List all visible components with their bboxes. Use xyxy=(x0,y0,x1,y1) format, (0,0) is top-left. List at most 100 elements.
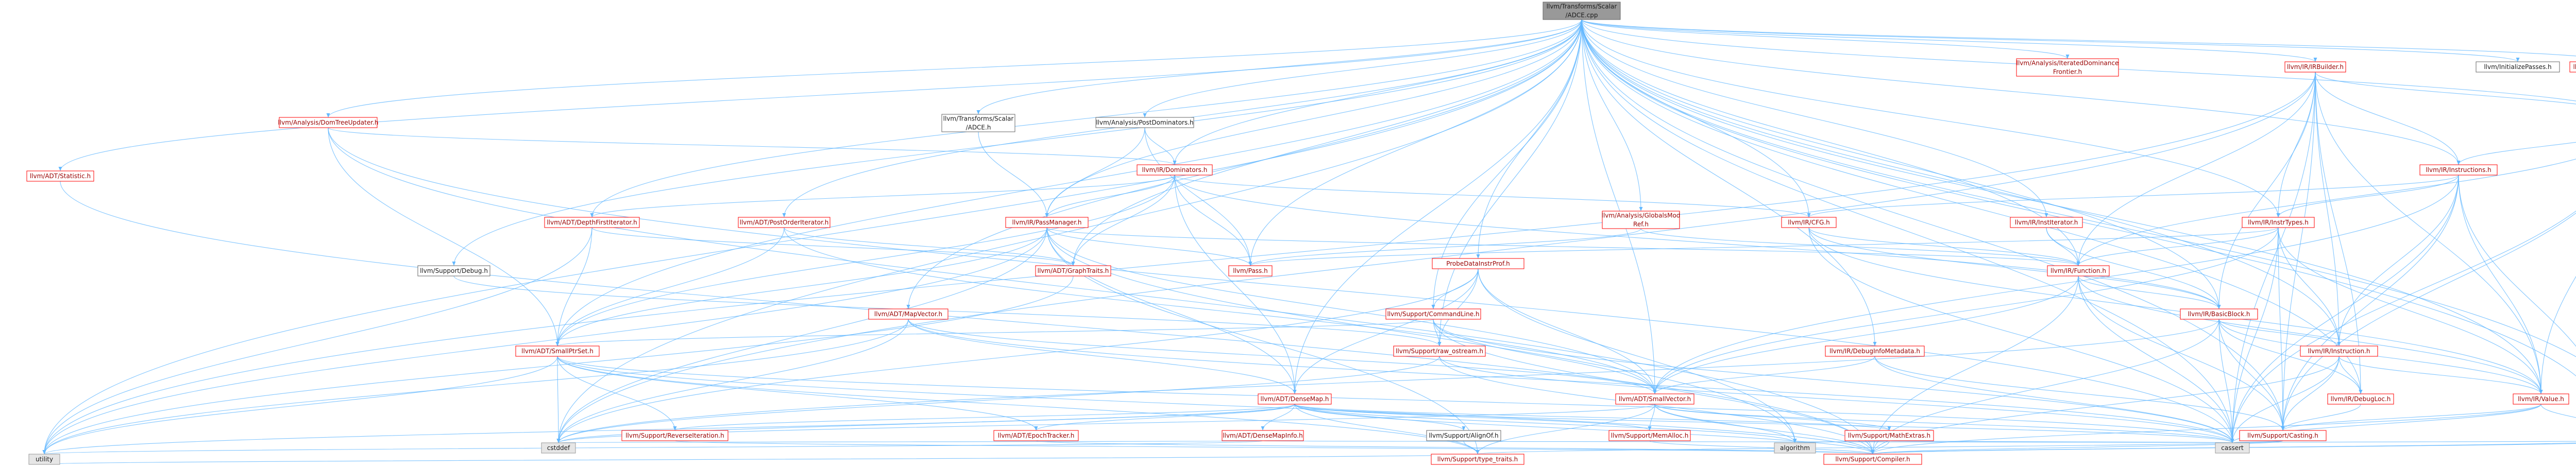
node-pass[interactable]: llvm/Pass.h xyxy=(1228,265,1273,276)
node-post-order-iterator[interactable]: llvm/ADT/PostOrderIterator.h xyxy=(738,217,831,228)
node-transforms-scalar-adce-h[interactable]: llvm/Transforms/Scalar/ADCE.h xyxy=(941,114,1015,132)
edge-epoch_tracker-to-support_compiler xyxy=(1036,440,1873,455)
node-basic-block[interactable]: llvm/IR/BasicBlock.h xyxy=(2180,308,2258,320)
node-math-extras[interactable]: llvm/Support/MathExtras.h xyxy=(1844,430,1934,441)
edge-support_casting-to-support_compiler xyxy=(1872,440,2283,455)
edge-arrowhead xyxy=(58,167,62,171)
node-label: llvm/Support/MemAlloc.h xyxy=(1611,432,1689,439)
node-dense-map-info[interactable]: llvm/ADT/DenseMapInfo.h xyxy=(1222,430,1304,441)
node-support-debug[interactable]: llvm/Support/Debug.h xyxy=(417,265,490,276)
node-dom-tree-updater[interactable]: llvm/Analysis/DomTreeUpdater.h xyxy=(278,117,379,128)
edge-arrowhead xyxy=(906,305,910,309)
node-dense-map[interactable]: llvm/ADT/DenseMap.h xyxy=(1258,393,1332,405)
node-dominators[interactable]: llvm/IR/Dominators.h xyxy=(1137,164,1213,176)
node-probe-data[interactable]: ProbeDataInstrProf.h xyxy=(1432,258,1524,269)
node-algorithm[interactable]: algorithm xyxy=(1774,442,1816,454)
node-statistic[interactable]: llvm/ADT/Statistic.h xyxy=(26,170,94,182)
edge-root-to-pass_manager xyxy=(1046,19,1582,218)
node-ir-function[interactable]: llvm/IR/Function.h xyxy=(2047,265,2110,276)
node-cstddef[interactable]: cstddef xyxy=(541,442,576,454)
edge-math_extras-to-cassert xyxy=(1889,440,2233,443)
node-ir-builder[interactable]: llvm/IR/IRBuilder.h xyxy=(2284,61,2346,73)
node-label: llvm/ADT/DenseMapInfo.h xyxy=(1223,432,1302,439)
node-initialize-passes[interactable]: llvm/InitializePasses.h xyxy=(2476,61,2560,73)
edge-dense_map-to-align_of xyxy=(1294,404,1464,431)
edge-arrowhead xyxy=(2230,439,2234,443)
node-globals-mod-ref[interactable]: llvm/Analysis/GlobalsMod Ref.h xyxy=(1602,211,1681,229)
edge-root-to-ir_value xyxy=(1581,19,2541,394)
edge-pass_manager-to-dense_map xyxy=(1046,227,1295,394)
node-iterated-dominance[interactable]: llvm/Analysis/IteratedDominanceFrontier.… xyxy=(2016,58,2119,77)
node-small-ptr-set[interactable]: llvm/ADT/SmallPtrSet.h xyxy=(515,345,600,357)
node-label: llvm/Support/MathExtras.h xyxy=(1848,432,1930,439)
graph-nodes: llvm/Transforms/Scalar/ADCE.cpp llvm/Anal… xyxy=(26,2,2576,465)
node-label: llvm/ADT/SmallVector.h xyxy=(1619,395,1691,403)
node-align-of[interactable]: llvm/Support/AlignOf.h xyxy=(1426,430,1501,441)
node-map-vector[interactable]: llvm/ADT/MapVector.h xyxy=(868,308,948,320)
node-ir-instruction[interactable]: llvm/IR/Instruction.h xyxy=(2300,345,2378,357)
edge-root-to-transforms_scalar_h xyxy=(1581,19,2576,57)
node-small-vector[interactable]: llvm/ADT/SmallVector.h xyxy=(1615,393,1694,405)
node-box xyxy=(1222,430,1304,441)
edge-dominators-to-basic_block xyxy=(1174,175,2219,309)
node-transforms-scalar-h[interactable]: llvm/Transforms/Scalar.h xyxy=(2569,61,2576,73)
node-ir-value[interactable]: llvm/IR/Value.h xyxy=(2513,393,2569,405)
edge-arrowhead xyxy=(2217,305,2221,309)
node-box xyxy=(1615,393,1694,405)
node-mem-alloc[interactable]: llvm/Support/MemAlloc.h xyxy=(1608,430,1691,441)
node-reverse-iteration[interactable]: llvm/Support/ReverseIteration.h xyxy=(621,430,728,441)
node-root[interactable]: llvm/Transforms/Scalar/ADCE.cpp xyxy=(1543,2,1621,20)
node-pass-manager[interactable]: llvm/IR/PassManager.h xyxy=(1005,217,1089,228)
edge-ir_builder-to-instructions xyxy=(2315,72,2459,165)
node-command-line[interactable]: llvm/Support/CommandLine.h xyxy=(1385,308,1481,320)
node-label: llvm/ADT/DepthFirstIterator.h xyxy=(547,219,637,226)
node-type-traits[interactable]: llvm/Support/type_traits.h xyxy=(1431,454,1524,465)
node-depth-first-iterator[interactable]: llvm/ADT/DepthFirstIterator.h xyxy=(544,217,640,228)
node-inst-iterator[interactable]: llvm/IR/InstIterator.h xyxy=(2010,217,2083,228)
node-label: llvm/ADT/MapVector.h xyxy=(874,310,942,318)
edge-small_vector-to-algorithm xyxy=(1654,404,1795,443)
edge-ir_instruction-to-support_casting xyxy=(2282,356,2340,431)
edge-root-to-pass xyxy=(1250,19,1582,266)
edge-dom_tree_updater-to-dominators xyxy=(328,127,1175,165)
edge-debug_loc-to-support_casting xyxy=(2282,404,2361,431)
edge-root-to-inst_iterator xyxy=(1581,19,2047,218)
node-box xyxy=(2569,61,2576,73)
edge-arrowhead xyxy=(590,213,594,217)
node-instructions[interactable]: llvm/IR/Instructions.h xyxy=(2419,164,2498,176)
edge-arrowhead xyxy=(2456,161,2461,165)
node-utility[interactable]: utility xyxy=(28,454,60,465)
edge-inst_iterator-to-basic_block xyxy=(2046,227,2219,309)
edge-small_ptr_set-to-reverse_iteration xyxy=(557,356,675,431)
node-inst-types[interactable]: llvm/IR/InstrTypes.h xyxy=(2242,217,2315,228)
edge-dom_tree_updater-to-cassert xyxy=(328,127,2233,443)
edge-graph_traits-to-utility xyxy=(44,275,1074,455)
node-support-compiler[interactable]: llvm/Support/Compiler.h xyxy=(1823,454,1922,465)
edge-root-to-statistic xyxy=(60,19,1582,171)
node-epoch-tracker[interactable]: llvm/ADT/EpochTracker.h xyxy=(993,430,1079,441)
edge-pass_manager-to-small_vector xyxy=(1046,227,1655,394)
edge-root-to-initialize_passes xyxy=(1581,19,2518,62)
edge-root-to-transforms_scalar_adce_h xyxy=(978,19,1582,115)
edge-instructions-to-ir_cfg xyxy=(1808,175,2459,218)
edge-arrowhead xyxy=(2076,262,2080,266)
node-debug-info-metadata[interactable]: llvm/IR/DebugInfoMetadata.h xyxy=(1825,345,1925,357)
node-cassert[interactable]: cassert xyxy=(2215,442,2250,454)
edge-arrowhead xyxy=(976,110,980,114)
edge-arrowhead xyxy=(2065,55,2070,59)
edge-arrowhead xyxy=(42,450,46,454)
edge-arrowhead xyxy=(1034,426,1038,430)
edge-basic_block-to-ir_instruction xyxy=(2218,319,2340,347)
edge-arrowhead xyxy=(1476,450,1480,454)
node-box xyxy=(1774,442,1816,454)
node-graph-traits[interactable]: llvm/ADT/GraphTraits.h xyxy=(1035,265,1111,276)
node-raw-ostream[interactable]: llvm/Support/raw_ostream.h xyxy=(1393,345,1486,357)
edge-dense_map-to-cassert xyxy=(1294,404,2233,443)
edge-small_vector-to-support_compiler xyxy=(1654,404,1873,455)
node-ir-cfg[interactable]: llvm/IR/CFG.h xyxy=(1781,217,1837,228)
node-box xyxy=(28,454,60,465)
node-post-dominators[interactable]: llvm/Analysis/PostDominators.h xyxy=(1095,117,1194,128)
node-debug-loc[interactable]: llvm/IR/DebugLoc.h xyxy=(2327,393,2394,405)
node-support-casting[interactable]: llvm/Support/Casting.h xyxy=(2239,430,2327,441)
edge-command_line-to-support_compiler xyxy=(1433,319,1873,455)
